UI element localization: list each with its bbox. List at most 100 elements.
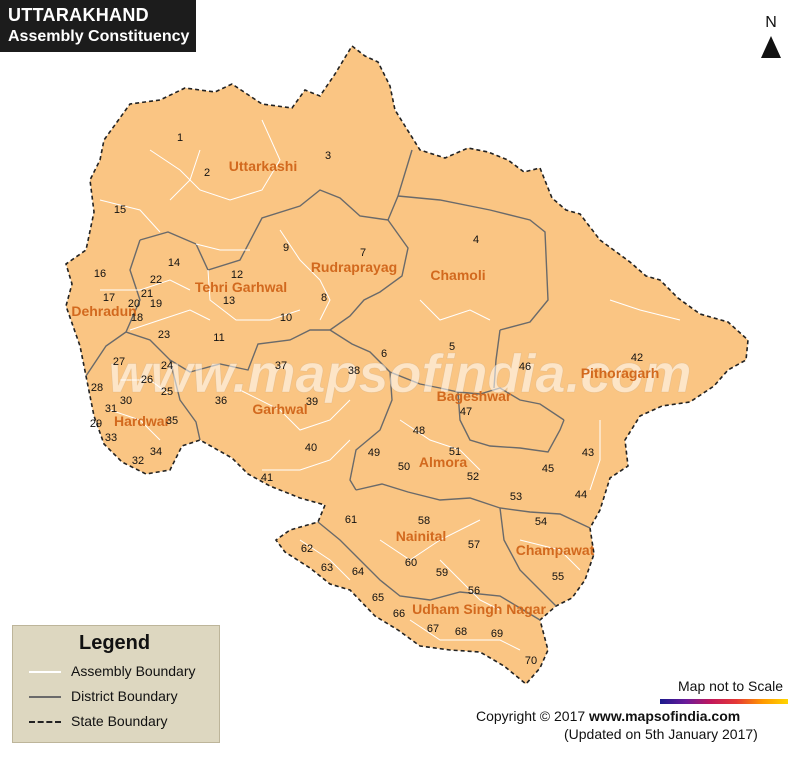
- title-subtitle: Assembly Constituency: [8, 28, 190, 45]
- constituency-number: 70: [525, 655, 537, 667]
- constituency-number: 46: [519, 361, 531, 373]
- constituency-number: 55: [552, 571, 564, 583]
- constituency-number: 41: [261, 472, 273, 484]
- constituency-number: 6: [381, 348, 387, 360]
- constituency-number: 28: [91, 382, 103, 394]
- constituency-number: 3: [325, 150, 331, 162]
- district-label: Almora: [419, 454, 467, 470]
- constituency-number: 59: [436, 567, 448, 579]
- constituency-number: 15: [114, 204, 126, 216]
- district-line-swatch: [29, 696, 61, 698]
- constituency-number: 38: [348, 365, 360, 377]
- constituency-number: 56: [468, 585, 480, 597]
- district-label: Bageshwar: [437, 388, 512, 404]
- district-label: Garhwal: [252, 401, 307, 417]
- constituency-number: 24: [161, 360, 173, 372]
- state-area: [65, 44, 749, 686]
- constituency-number: 40: [305, 442, 317, 454]
- constituency-number: 7: [360, 247, 366, 259]
- district-label: Champawat: [516, 542, 595, 558]
- constituency-number: 27: [113, 356, 125, 368]
- constituency-number: 17: [103, 292, 115, 304]
- constituency-number: 62: [301, 543, 313, 555]
- constituency-number: 10: [280, 312, 292, 324]
- constituency-number: 36: [215, 395, 227, 407]
- district-label: Nainital: [396, 528, 447, 544]
- scale-color-bar: [660, 699, 788, 704]
- assembly-boundaries: [99, 119, 681, 651]
- constituency-number: 30: [120, 395, 132, 407]
- legend-title: Legend: [79, 632, 151, 654]
- constituency-number: 26: [141, 374, 153, 386]
- constituency-number: 33: [105, 432, 117, 444]
- updated-note: (Updated on 5th January 2017): [564, 726, 758, 742]
- constituency-number: 51: [449, 446, 461, 458]
- constituency-number: 31: [105, 403, 117, 415]
- district-label: Rudraprayag: [311, 259, 397, 275]
- constituency-number: 1: [177, 132, 183, 144]
- legend-label-assembly: Assembly Boundary: [71, 663, 196, 679]
- district-label: Udham Singh Nagar: [412, 601, 546, 617]
- constituency-number: 45: [542, 463, 554, 475]
- legend-label-state: State Boundary: [71, 713, 168, 729]
- district-label: Uttarkashi: [229, 158, 297, 174]
- constituency-number: 35: [166, 415, 178, 427]
- watermark: www.mapsofindia.com: [108, 344, 691, 404]
- north-label: N: [765, 14, 777, 31]
- legend-box: Legend Assembly Boundary District Bounda…: [12, 625, 220, 743]
- constituency-number: 57: [468, 539, 480, 551]
- assembly-line-swatch: [29, 671, 61, 673]
- district-labels: Uttarkashi Chamoli Rudraprayag Tehri Garhwa…: [71, 158, 659, 617]
- constituency-number: 5: [449, 341, 455, 353]
- constituency-number: 39: [306, 396, 318, 408]
- constituency-number: 64: [352, 566, 364, 578]
- constituency-number: 22: [150, 274, 162, 286]
- constituency-number: 61: [345, 514, 357, 526]
- constituency-number: 67: [427, 623, 439, 635]
- constituency-number: 48: [413, 425, 425, 437]
- constituency-number: 47: [460, 406, 472, 418]
- constituency-number: 34: [150, 446, 162, 458]
- constituency-number: 16: [94, 268, 106, 280]
- constituency-number: 4: [473, 234, 479, 246]
- constituency-number: 32: [132, 455, 144, 467]
- constituency-number: 14: [168, 257, 180, 269]
- constituency-number: 50: [398, 461, 410, 473]
- constituency-number: 23: [158, 329, 170, 341]
- state-line-swatch: [29, 721, 61, 723]
- title-state: UTTARAKHAND: [8, 5, 149, 25]
- constituency-number: 54: [535, 516, 547, 528]
- constituency-number: 66: [393, 608, 405, 620]
- constituency-number: 43: [582, 447, 594, 459]
- constituency-number: 42: [631, 352, 643, 364]
- constituency-number: 25: [161, 386, 173, 398]
- copyright: Copyright © 2017 www.mapsofindia.com: [476, 708, 740, 724]
- constituency-number: 37: [275, 360, 287, 372]
- constituency-number: 9: [283, 242, 289, 254]
- constituency-number: 58: [418, 515, 430, 527]
- constituency-number: 21: [141, 288, 153, 300]
- constituency-number: 60: [405, 557, 417, 569]
- constituency-number: 12: [231, 269, 243, 281]
- constituency-number: 18: [131, 312, 143, 324]
- constituency-number: 65: [372, 592, 384, 604]
- district-label: Tehri Garhwal: [195, 279, 287, 295]
- constituency-number: 52: [467, 471, 479, 483]
- constituency-number: 8: [321, 292, 327, 304]
- constituency-number: 49: [368, 447, 380, 459]
- copyright-prefix: Copyright © 2017: [476, 708, 590, 724]
- north-arrow-icon: [761, 36, 781, 58]
- scale-note: Map not to Scale: [678, 678, 784, 694]
- district-label: Pithoragarh: [581, 365, 660, 381]
- copyright-site[interactable]: www.mapsofindia.com: [589, 708, 741, 724]
- legend-label-district: District Boundary: [71, 688, 178, 704]
- constituency-number: 20: [128, 298, 140, 310]
- constituency-number: 69: [491, 628, 503, 640]
- district-label: Hardwar: [114, 413, 171, 429]
- constituency-number: 19: [150, 298, 162, 310]
- constituency-number: 53: [510, 491, 522, 503]
- constituency-number: 13: [223, 295, 235, 307]
- constituency-number: 44: [575, 489, 587, 501]
